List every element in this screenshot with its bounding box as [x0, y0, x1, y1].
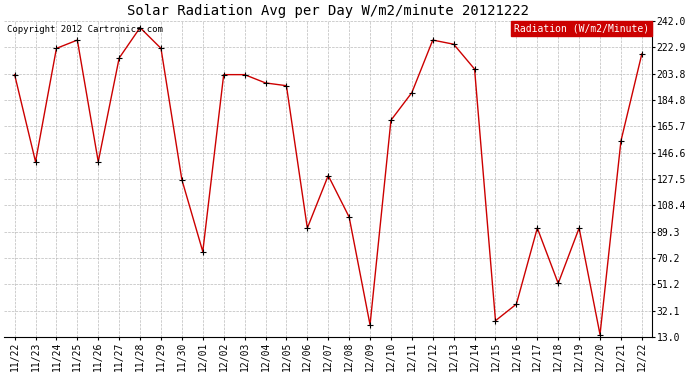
Text: Copyright 2012 Cartronics.com: Copyright 2012 Cartronics.com	[8, 26, 164, 34]
Title: Solar Radiation Avg per Day W/m2/minute 20121222: Solar Radiation Avg per Day W/m2/minute …	[127, 4, 529, 18]
Text: Radiation (W/m2/Minute): Radiation (W/m2/Minute)	[514, 24, 649, 33]
